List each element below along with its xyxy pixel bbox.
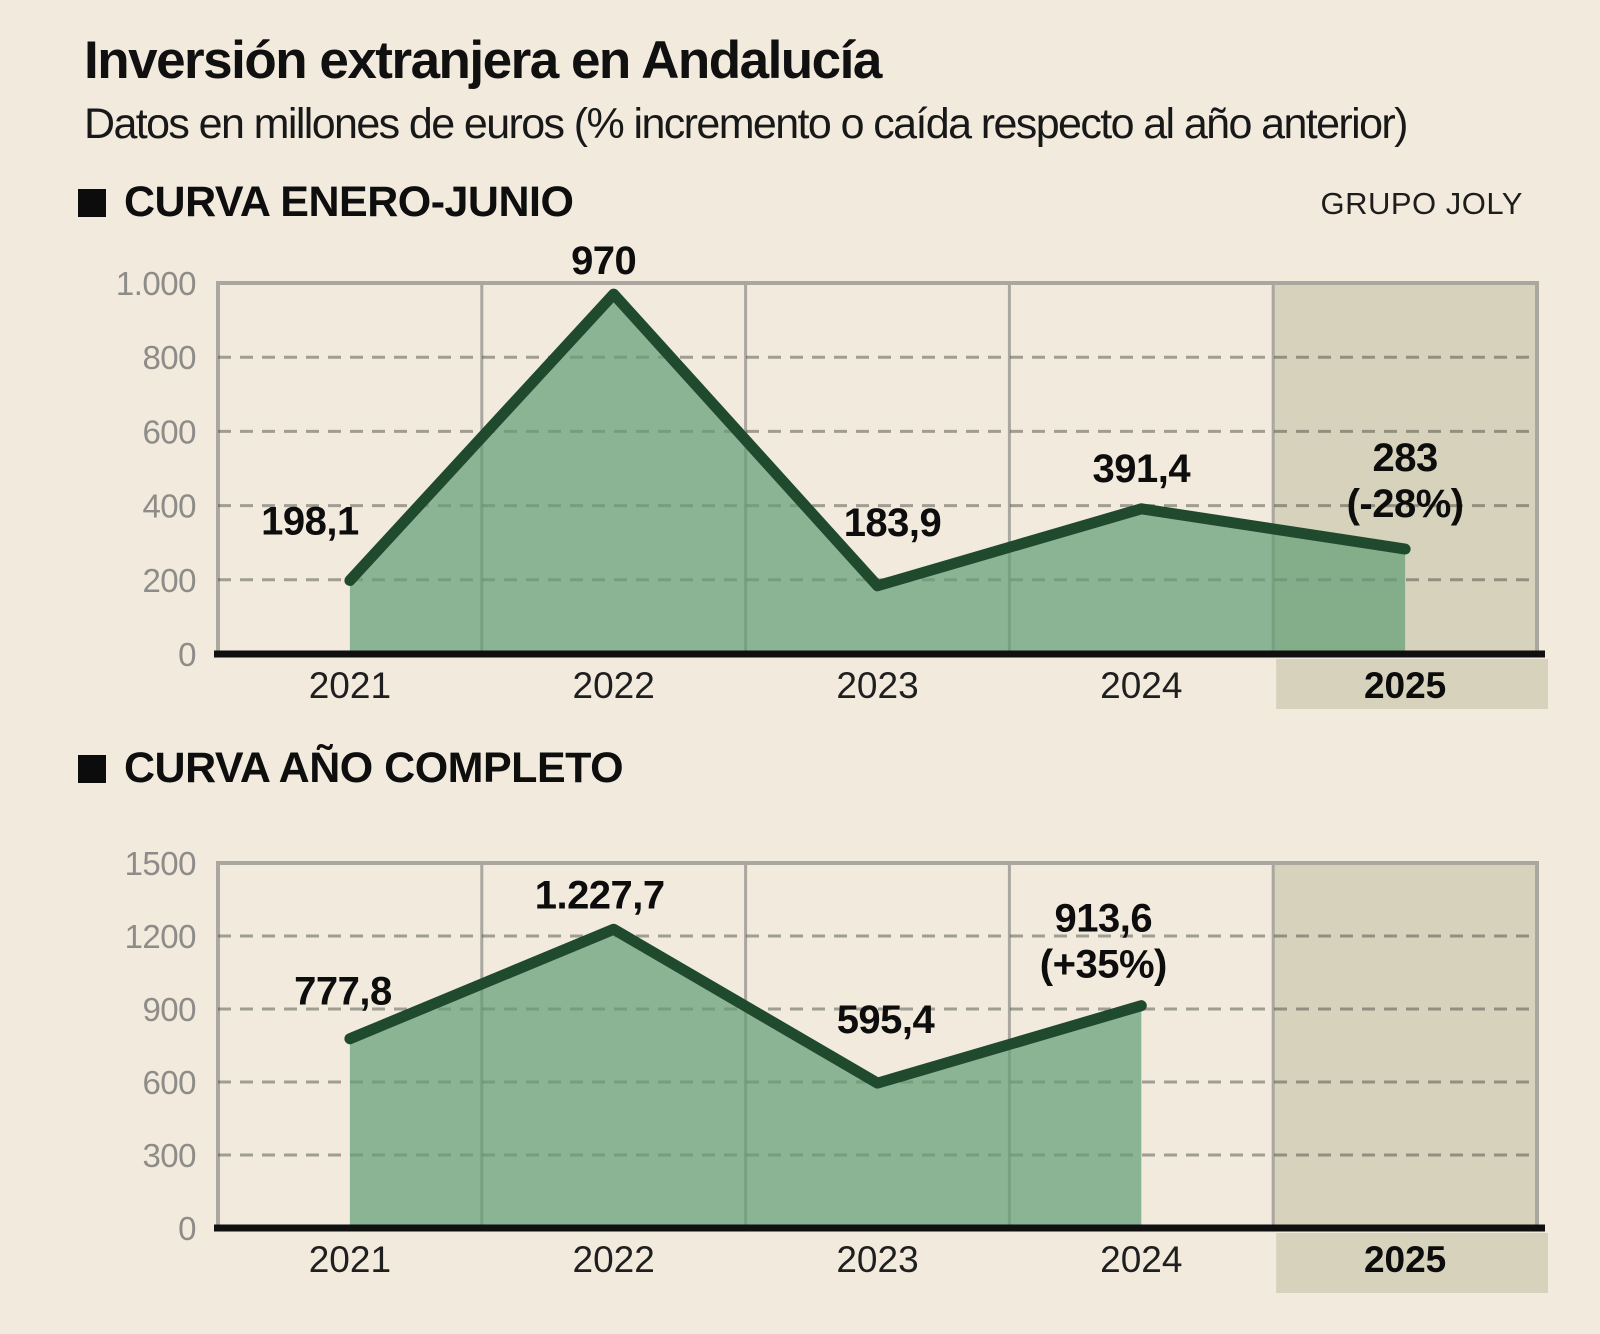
x-label-2021: 2021 [309,665,391,706]
y-tick-label: 600 [142,413,196,450]
page-subtitle: Datos en millones de euros (% incremento… [84,100,1408,148]
y-tick-label: 0 [178,1210,196,1247]
x-label-2023: 2023 [836,1239,918,1280]
y-tick-label: 1500 [125,845,197,882]
chart-curva-enero-junio: 0 200 400 600 800 1.000 2021 2022 2023 2024 2025 19… [116,239,1548,709]
section-marker-icon [78,754,106,783]
data-label: 183,9 [844,501,942,545]
section-title: CURVA ENERO-JUNIO [124,178,574,226]
page-title: Inversión extranjera en Andalucía [84,31,882,90]
area-fill [349,294,1406,654]
data-label: 283 [1372,436,1437,480]
y-tick-label: 0 [178,636,196,673]
section-title: CURVA AÑO COMPLETO [124,744,624,792]
y-tick-label: 800 [142,339,196,376]
area-fill [349,929,1142,1228]
x-label-2025: 2025 [1364,665,1446,706]
highlight-column-2025 [1273,863,1537,1228]
x-label-2024: 2024 [1100,1239,1182,1280]
data-label: 391,4 [1092,447,1191,491]
y-tick-label: 1.000 [116,265,196,302]
x-label-2025: 2025 [1364,1239,1446,1280]
x-label-2024: 2024 [1100,665,1182,706]
y-tick-label: 900 [142,991,196,1028]
x-label-2023: 2023 [836,665,918,706]
data-label: 970 [571,239,636,283]
x-label-2022: 2022 [573,665,655,706]
x-label-2021: 2021 [309,1239,391,1280]
data-label: 777,8 [294,970,392,1014]
data-label: (+35%) [1040,943,1167,987]
data-label: (-28%) [1347,482,1464,526]
chart-curva-ano-completo: 0 300 600 900 1200 1500 2021 2022 2023 2024 2025 77… [125,845,1548,1293]
x-label-2022: 2022 [573,1239,655,1280]
data-label: 198,1 [261,500,359,544]
highlight-label-band [1276,1233,1548,1293]
highlight-label-band [1276,659,1548,709]
data-label: 913,6 [1054,897,1152,941]
section-header-enero-junio: CURVA ENERO-JUNIO [78,178,574,227]
y-tick-label: 400 [142,488,196,525]
data-label: 1.227,7 [535,873,665,917]
y-tick-label: 200 [142,562,196,599]
data-line [344,923,1147,1089]
y-tick-label: 1200 [125,918,197,955]
section-header-ano-completo: CURVA AÑO COMPLETO [78,744,624,793]
data-line [344,288,1411,592]
data-label: 595,4 [837,998,936,1042]
y-tick-label: 600 [142,1064,196,1101]
y-tick-label: 300 [142,1137,196,1174]
section-marker-icon [78,188,106,217]
brand-label: GRUPO JOLY [1320,186,1523,221]
